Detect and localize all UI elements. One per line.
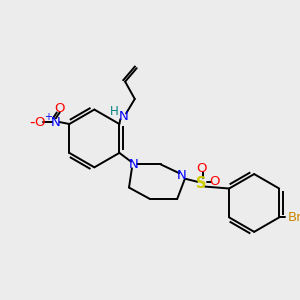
Text: N: N: [51, 116, 61, 129]
Text: +: +: [44, 112, 52, 122]
Text: N: N: [118, 110, 128, 123]
Text: -: -: [29, 115, 34, 130]
Text: O: O: [34, 116, 45, 129]
Text: O: O: [196, 162, 206, 175]
Text: N: N: [177, 169, 187, 182]
Text: O: O: [55, 102, 65, 115]
Text: Br: Br: [287, 211, 300, 224]
Text: N: N: [129, 158, 139, 171]
Text: H: H: [110, 105, 119, 118]
Text: O: O: [209, 175, 220, 188]
Text: S: S: [196, 176, 206, 191]
